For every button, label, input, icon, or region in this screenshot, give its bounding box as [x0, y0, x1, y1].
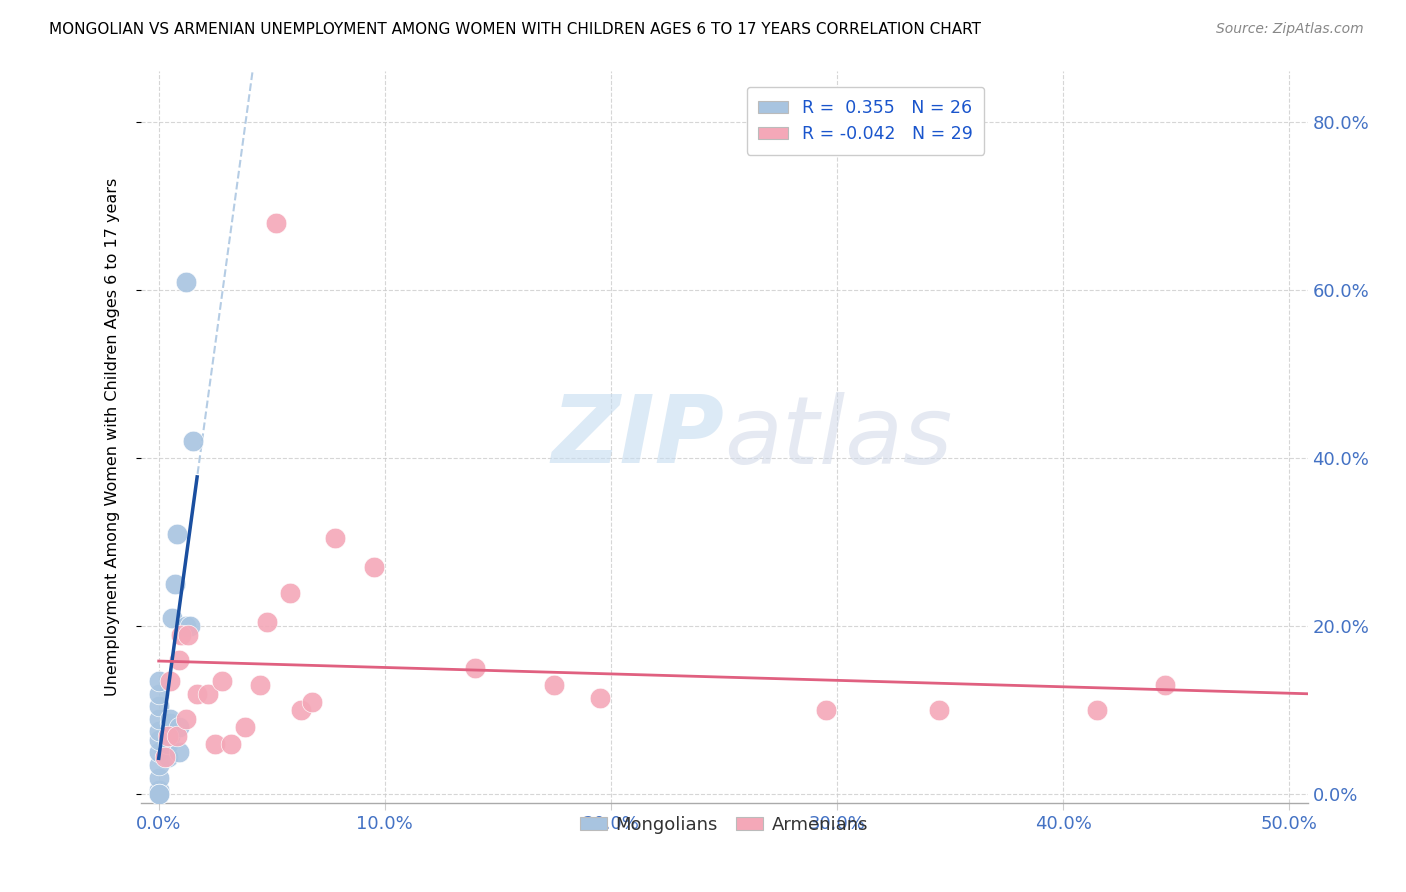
Point: [148, 771, 170, 785]
Point: [363, 560, 385, 574]
Point: [159, 729, 181, 743]
Point: [290, 703, 312, 717]
Point: [167, 653, 190, 667]
Y-axis label: Unemployment Among Women with Children Ages 6 to 17 years: Unemployment Among Women with Children A…: [105, 178, 120, 696]
Point: [174, 275, 197, 289]
Point: [148, 699, 170, 714]
Point: [166, 526, 188, 541]
Point: [233, 720, 256, 734]
Point: [1085, 703, 1108, 717]
Point: [156, 749, 179, 764]
Point: [148, 745, 170, 759]
Point: [543, 678, 565, 692]
Point: [163, 577, 186, 591]
Point: [148, 788, 170, 802]
Point: [589, 690, 612, 705]
Point: [177, 627, 200, 641]
Point: [323, 531, 346, 545]
Point: [148, 732, 170, 747]
Point: [155, 749, 177, 764]
Point: [148, 724, 170, 739]
Text: MONGOLIAN VS ARMENIAN UNEMPLOYMENT AMONG WOMEN WITH CHILDREN AGES 6 TO 17 YEARS : MONGOLIAN VS ARMENIAN UNEMPLOYMENT AMONG…: [49, 22, 981, 37]
Point: [928, 703, 950, 717]
Point: [249, 678, 271, 692]
Point: [211, 673, 233, 688]
Point: [159, 715, 181, 730]
Point: [204, 737, 226, 751]
Point: [197, 686, 219, 700]
Point: [174, 619, 197, 633]
Text: atlas: atlas: [724, 392, 952, 483]
Text: Source: ZipAtlas.com: Source: ZipAtlas.com: [1216, 22, 1364, 37]
Point: [162, 611, 184, 625]
Point: [278, 585, 301, 599]
Point: [174, 712, 197, 726]
Point: [266, 216, 288, 230]
Point: [148, 783, 170, 797]
Point: [464, 661, 486, 675]
Point: [148, 788, 170, 802]
Point: [814, 703, 837, 717]
Point: [1154, 678, 1177, 692]
Point: [301, 695, 323, 709]
Point: [159, 673, 181, 688]
Text: ZIP: ZIP: [551, 391, 724, 483]
Point: [219, 737, 242, 751]
Point: [159, 712, 181, 726]
Legend: Mongolians, Armenians: Mongolians, Armenians: [572, 809, 876, 841]
Point: [148, 673, 170, 688]
Point: [181, 434, 204, 449]
Point: [148, 686, 170, 700]
Point: [167, 745, 190, 759]
Point: [148, 758, 170, 772]
Point: [156, 737, 179, 751]
Point: [166, 729, 188, 743]
Point: [167, 720, 190, 734]
Point: [186, 686, 208, 700]
Point: [256, 615, 278, 629]
Point: [156, 729, 179, 743]
Point: [170, 627, 193, 641]
Point: [148, 712, 170, 726]
Point: [179, 619, 201, 633]
